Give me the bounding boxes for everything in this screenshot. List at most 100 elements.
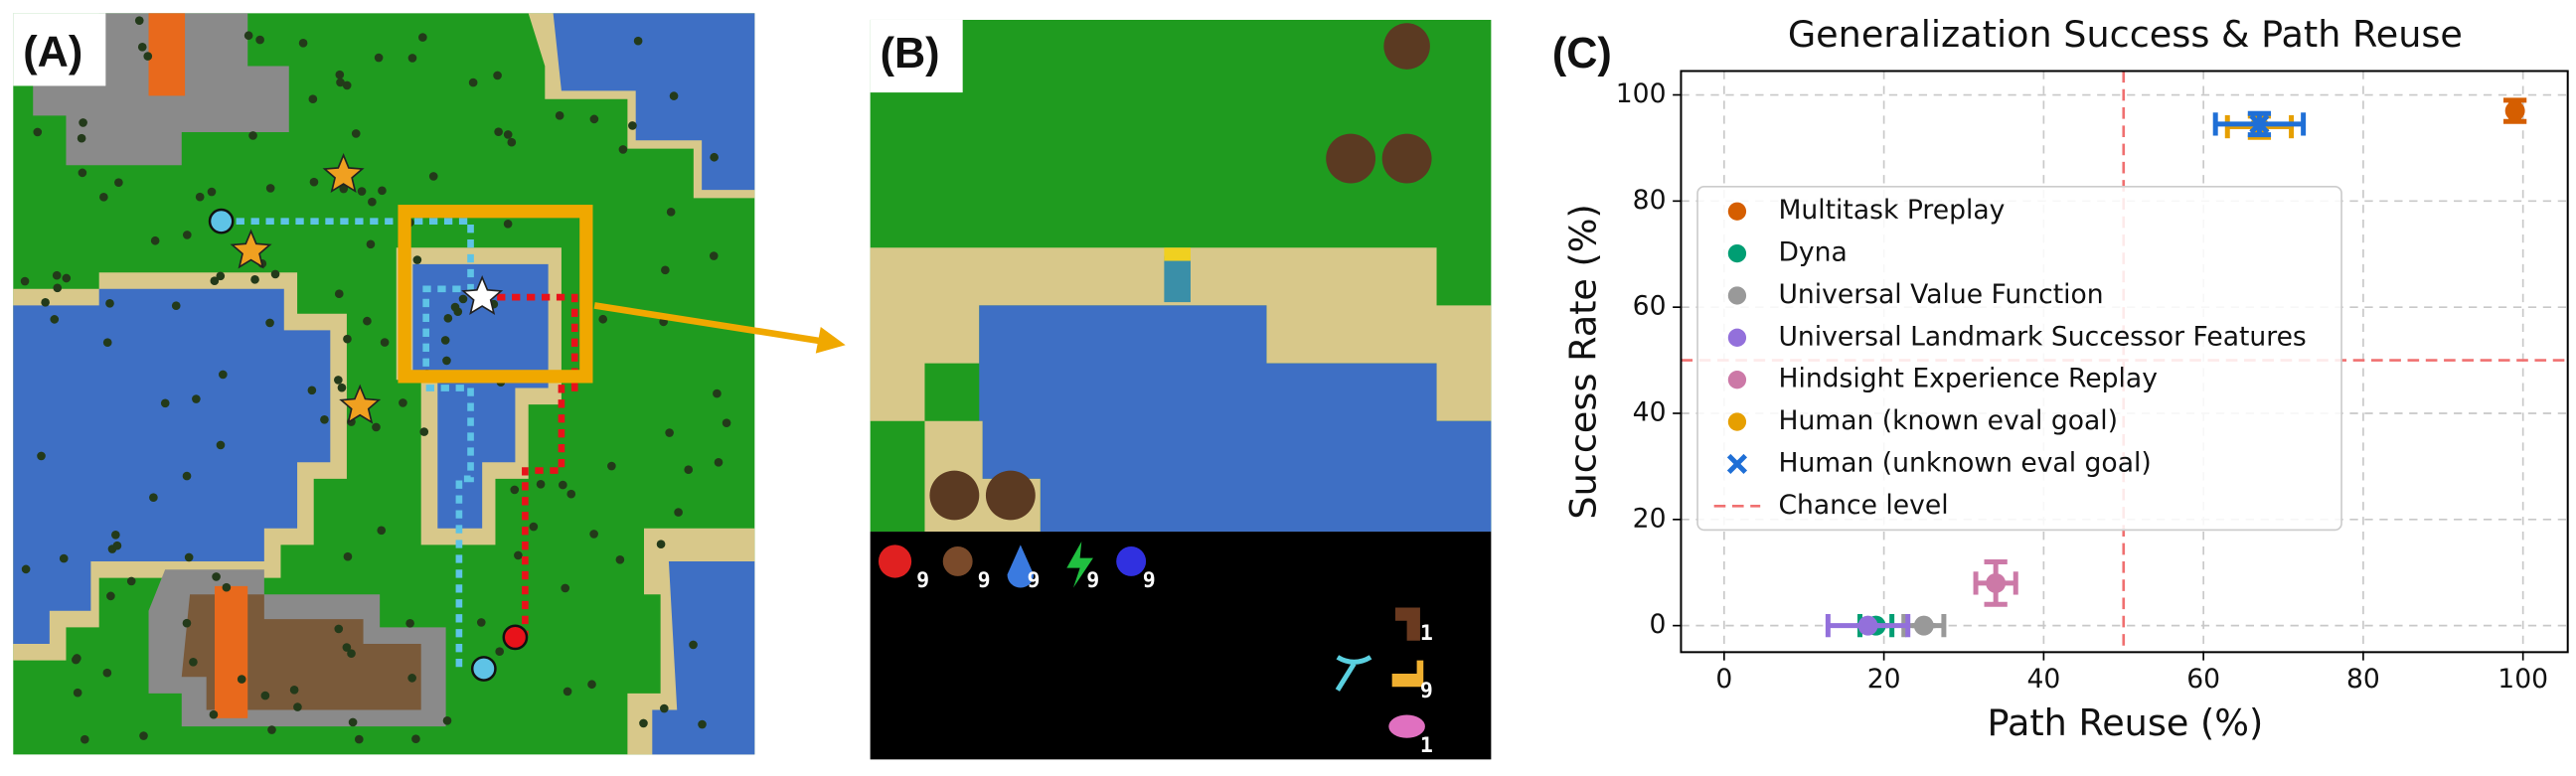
tree [563,687,572,697]
tree [143,52,153,61]
tree [182,471,192,481]
tree [411,734,420,744]
tree [105,298,114,308]
x-tick-label: 40 [2026,664,2060,695]
tree [335,70,345,79]
y-tick-label: 40 [1633,396,1667,427]
hud [870,532,1492,760]
tree [639,718,648,728]
tree [216,440,226,450]
tree [334,624,344,634]
tree [20,276,30,286]
goal-star [339,384,382,424]
tree [633,36,643,46]
tree [334,376,343,385]
panel-a-map: (A) [13,13,846,755]
zoom-arrow-head [815,327,846,354]
tree [440,336,450,345]
y-tick-label: 60 [1633,291,1667,322]
legend-label: Multitask Preplay [1778,195,2005,226]
tree [336,78,345,87]
tree [507,137,517,147]
tree [674,508,683,517]
tree [628,121,637,130]
label-bg [870,19,963,93]
water [412,263,549,529]
tree [260,691,270,700]
tree [709,251,719,260]
y-tick-label: 80 [1633,185,1667,216]
tree [428,172,438,181]
tree [377,526,387,536]
start-marker [502,624,529,651]
tree [378,186,387,196]
tree [112,541,122,550]
tree [182,618,192,628]
x-tick-label: 20 [1867,664,1901,695]
tree [476,618,486,627]
tree [442,356,451,366]
water [553,13,755,191]
tree [59,553,69,563]
tree [114,178,123,187]
y-tick-label: 0 [1650,609,1667,640]
panel-label: (B) [881,30,940,78]
tree [559,480,567,490]
goal-star [322,153,365,194]
player-hat [1164,247,1191,261]
legend-marker [1727,328,1747,347]
tree [343,334,352,344]
point [1913,615,1934,636]
tree [308,94,318,104]
zoom-arrow [593,302,827,346]
tree [195,192,205,202]
hud-count: 9 [916,568,929,593]
tree [33,127,43,137]
legend-label: Universal Landmark Successor Features [1778,321,2306,352]
tree [41,298,50,307]
tree [219,370,228,380]
tree [405,618,414,628]
tree [265,184,275,193]
panel-label: (C) [1552,30,1612,78]
panel-b-view: 9 9 9 9 9 1 9 1 (B) [870,19,1492,760]
tree [255,35,264,45]
tree [669,91,679,100]
tree [374,53,384,63]
tree [607,461,616,471]
x-tick-label: 0 [1715,664,1732,695]
y-tick-label: 100 [1616,78,1667,109]
legend-marker [1727,202,1747,221]
tree [267,725,276,734]
hud-count: 1 [1420,621,1433,646]
tree [412,255,422,264]
tree [189,658,198,667]
tree [666,208,676,217]
tree [79,118,87,127]
tree [399,398,407,407]
tree [293,702,302,711]
tree [222,582,232,592]
tree [342,643,352,652]
tree [78,168,87,178]
tree [192,394,201,403]
hud-count: 9 [1143,568,1156,593]
tree [171,301,181,311]
tree [212,572,221,581]
legend-label: Hindsight Experience Replay [1778,364,2157,394]
tree [102,338,112,348]
tree [503,130,513,139]
hud-count: 9 [1086,568,1099,593]
tree [419,427,429,436]
tree [62,273,72,283]
tree [106,591,115,601]
tree [37,451,46,461]
legend-box [1696,185,2342,532]
point [1986,572,2007,593]
tree [339,184,349,194]
tree [184,552,194,562]
tree [21,564,31,574]
tree [722,418,731,427]
tree [598,314,608,324]
tree [589,114,599,124]
